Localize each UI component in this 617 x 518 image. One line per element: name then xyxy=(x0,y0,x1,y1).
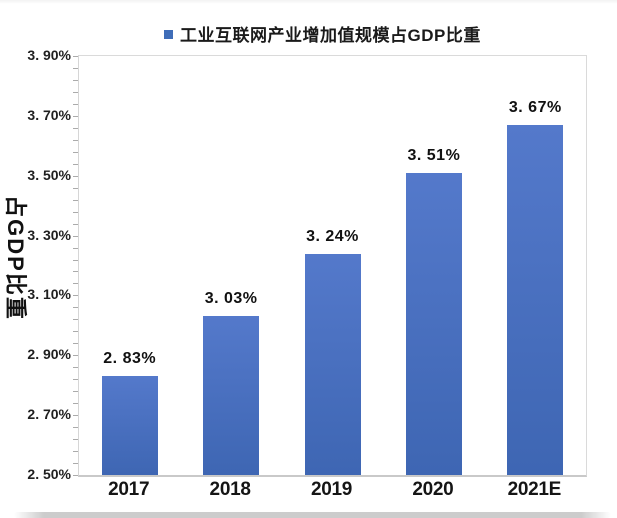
y-axis-tick-label: 2. 70% xyxy=(27,406,71,423)
y-axis-minor-tick xyxy=(73,103,78,105)
y-axis-minor-tick xyxy=(73,451,78,453)
y-axis-minor-tick xyxy=(73,463,78,465)
y-axis-tick-label: 3. 30% xyxy=(27,226,71,243)
y-axis-minor-tick xyxy=(73,271,78,273)
bar-value-label: 3. 03% xyxy=(204,290,258,308)
bar-value-label: 3. 67% xyxy=(508,98,562,116)
bottom-shadow xyxy=(14,512,611,518)
y-axis-tick-label: 2. 90% xyxy=(27,346,71,363)
bar-2020 xyxy=(405,172,462,475)
y-axis-minor-tick xyxy=(73,223,78,225)
bar-2019 xyxy=(304,253,361,475)
bar-value-label: 3. 51% xyxy=(407,146,461,164)
y-axis-tick-label: 3. 70% xyxy=(27,106,71,123)
y-axis-minor-tick xyxy=(73,391,78,393)
x-axis-label: 2018 xyxy=(209,479,251,500)
y-axis-minor-tick xyxy=(73,115,78,117)
y-axis-minor-tick xyxy=(73,427,78,429)
y-axis-minor-tick xyxy=(73,151,78,153)
bar-value-label: 3. 24% xyxy=(306,227,359,245)
y-axis-tick-label: 3. 50% xyxy=(27,166,71,183)
bar-2018 xyxy=(203,316,260,475)
bar-2021E xyxy=(507,124,564,475)
y-axis-minor-tick xyxy=(73,283,78,285)
y-axis-tick-label: 2. 50% xyxy=(27,466,71,482)
bar-2017 xyxy=(101,376,158,475)
y-axis-minor-tick xyxy=(73,79,78,81)
y-axis-minor-tick xyxy=(73,295,78,297)
legend: 工业互联网产业增加值规模占GDP比重 xyxy=(164,21,481,46)
y-axis-minor-tick xyxy=(73,56,78,57)
x-axis-label: 2017 xyxy=(108,479,150,500)
y-axis-minor-tick xyxy=(73,175,78,177)
y-axis-minor-tick xyxy=(73,415,78,417)
plot-area: 2. 83% 3. 03% 3. 24% 3. 51% 3. 67% xyxy=(73,55,587,477)
y-axis-tick-label: 3. 10% xyxy=(27,286,71,303)
y-axis-minor-tick xyxy=(73,163,78,165)
x-axis-label: 2021E xyxy=(507,479,562,500)
y-axis-minor-tick xyxy=(73,235,78,237)
y-axis-minor-tick xyxy=(73,187,78,189)
top-edge-shading xyxy=(0,0,617,4)
y-axis-minor-tick xyxy=(73,343,78,345)
x-axis-label: 2020 xyxy=(412,479,454,500)
y-axis-minor-tick xyxy=(73,475,78,476)
y-axis-minor-tick xyxy=(73,211,78,213)
y-axis-minor-tick xyxy=(73,379,78,381)
y-axis-minor-tick xyxy=(73,367,78,369)
y-axis-tick-label: 3. 90% xyxy=(27,47,71,63)
y-axis-minor-tick xyxy=(73,307,78,309)
y-axis-minor-tick xyxy=(73,199,78,201)
y-axis-minor-tick xyxy=(73,139,78,141)
y-axis-minor-tick xyxy=(73,331,78,333)
legend-label: 工业互联网产业增加值规模占GDP比重 xyxy=(180,26,481,45)
y-axis-minor-tick xyxy=(73,439,78,441)
y-axis-minor-tick xyxy=(73,259,78,261)
y-axis-minor-tick xyxy=(73,91,78,93)
y-axis-minor-tick xyxy=(73,247,78,249)
y-axis-minor-tick xyxy=(73,403,78,405)
y-axis-minor-tick xyxy=(73,127,78,129)
legend-swatch-icon xyxy=(164,30,173,39)
y-axis-minor-tick xyxy=(73,67,78,69)
y-axis-minor-tick xyxy=(73,355,78,357)
x-axis-label: 2019 xyxy=(310,479,353,500)
y-axis-minor-tick xyxy=(73,319,78,321)
bar-value-label: 2. 83% xyxy=(103,350,157,368)
